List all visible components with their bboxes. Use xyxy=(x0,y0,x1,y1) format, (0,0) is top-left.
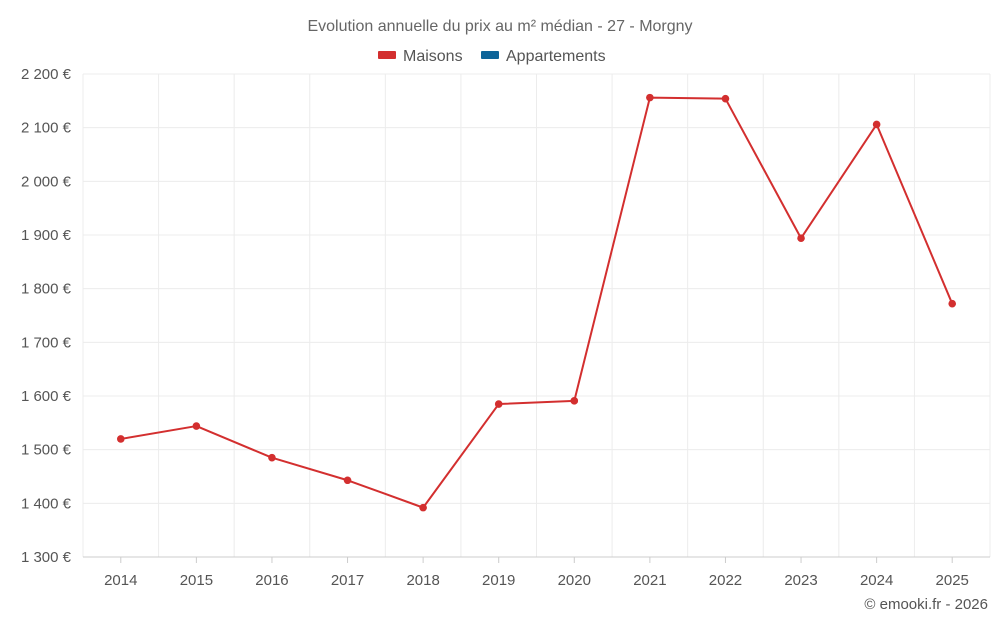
legend-swatch xyxy=(378,51,396,59)
data-point[interactable] xyxy=(116,435,125,443)
legend: Maisons Appartements xyxy=(378,48,606,65)
y-tick-label: 1 700 € xyxy=(21,334,72,351)
y-tick-label: 2 200 € xyxy=(21,66,72,83)
data-point[interactable] xyxy=(872,120,881,129)
y-tick-label: 1 400 € xyxy=(21,495,72,512)
axes: 1 300 € 1 400 € 1 500 € 1 600 € 1 700 € 1 800… xyxy=(21,66,990,589)
x-tick-label: 2023 xyxy=(784,572,817,589)
x-tick-label: 2024 xyxy=(860,572,893,589)
x-tick-label: 2014 xyxy=(104,572,137,589)
data-point[interactable] xyxy=(192,422,201,430)
x-tick-label: 2017 xyxy=(331,572,364,589)
data-point[interactable] xyxy=(721,94,730,103)
data-point[interactable] xyxy=(419,503,427,512)
y-tick-label: 2 000 € xyxy=(21,173,72,190)
data-point[interactable] xyxy=(646,93,654,102)
x-tick-label: 2020 xyxy=(558,572,591,589)
data-point[interactable] xyxy=(948,299,957,308)
x-tick-label: 2022 xyxy=(709,572,742,589)
x-tick-label: 2025 xyxy=(936,572,969,589)
chart-title: Evolution annuelle du prix au m² médian … xyxy=(307,18,692,35)
data-point[interactable] xyxy=(797,234,805,243)
y-tick-label: 1 300 € xyxy=(21,549,72,566)
x-tick-label: 2019 xyxy=(482,572,515,589)
x-tick-label: 2021 xyxy=(633,572,666,589)
legend-item[interactable]: Appartements xyxy=(481,48,606,65)
data-point[interactable] xyxy=(343,476,352,485)
series-line xyxy=(120,96,954,509)
x-tick-label: 2015 xyxy=(180,572,213,589)
y-tick-label: 1 600 € xyxy=(21,388,72,405)
grid xyxy=(82,73,991,558)
y-tick-label: 1 900 € xyxy=(21,227,72,244)
y-tick-label: 2 100 € xyxy=(21,120,72,137)
legend-label: Appartements xyxy=(506,48,606,65)
data-point[interactable] xyxy=(494,400,503,408)
x-tick-label: 2018 xyxy=(406,572,439,589)
series-layer xyxy=(116,93,957,512)
x-tick-label: 2016 xyxy=(255,572,288,589)
legend-item[interactable]: Maisons xyxy=(378,48,463,65)
data-point[interactable] xyxy=(268,453,276,462)
data-point[interactable] xyxy=(570,397,579,405)
legend-label: Maisons xyxy=(403,48,463,65)
credit-text: © emooki.fr - 2026 xyxy=(864,596,988,613)
y-tick-label: 1 500 € xyxy=(21,442,72,459)
legend-swatch xyxy=(481,51,499,59)
y-tick-label: 1 800 € xyxy=(21,281,72,298)
